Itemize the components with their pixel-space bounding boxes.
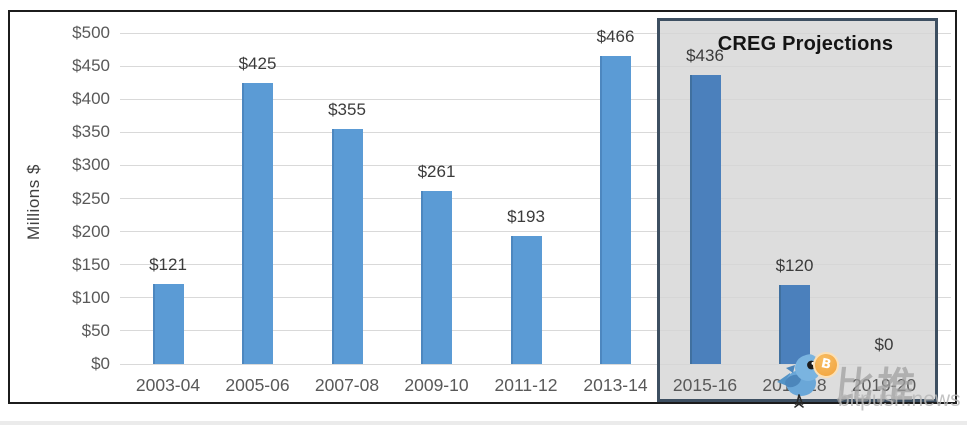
x-tick-label: 2013-14 xyxy=(583,375,648,395)
bar-value-label: $436 xyxy=(686,46,724,66)
bar-2017-18 xyxy=(779,284,810,364)
y-tick-label: $150 xyxy=(72,254,110,274)
y-tick-label: $0 xyxy=(91,354,110,373)
gridline xyxy=(120,131,951,133)
gridline xyxy=(120,65,951,67)
y-tick-label: $500 xyxy=(72,23,110,42)
bars-layer: $121 $425 $355 $261 $193 $466 $436 $120 $0 xyxy=(120,27,951,364)
gridline xyxy=(120,231,951,233)
x-tick-label: 2003-04 xyxy=(135,375,201,395)
bar-value-label: $425 xyxy=(238,53,277,73)
bar-value-label: $120 xyxy=(775,255,814,275)
bar-2011-12 xyxy=(510,236,542,364)
x-tick-label: 2017-18 xyxy=(762,375,827,395)
gridline xyxy=(120,198,951,199)
y-tick-label: $350 xyxy=(72,122,110,142)
bar-value-label: $121 xyxy=(149,254,187,274)
x-tick-label: 2019-20 xyxy=(851,375,917,395)
gridline xyxy=(120,32,951,34)
bar-2013-14 xyxy=(600,55,631,364)
bar-2003-04 xyxy=(152,283,184,364)
bar-value-label: $193 xyxy=(507,207,545,227)
gridline xyxy=(120,98,951,100)
bottom-edge-strip xyxy=(0,421,967,425)
x-tick-label: 2015-16 xyxy=(672,375,738,395)
x-axis-labels: 2003-04 2005-06 2007-08 2009-10 2011-12 2013-… xyxy=(120,374,951,398)
bar-value-label: $261 xyxy=(417,162,456,182)
bar-value-label: $355 xyxy=(328,99,366,119)
bar-value-label: $0 xyxy=(874,335,894,354)
x-tick-label: 2005-06 xyxy=(225,375,290,395)
x-tick-label: 2011-12 xyxy=(494,375,558,395)
gridline xyxy=(120,363,951,365)
y-tick-label: $250 xyxy=(72,188,110,208)
y-tick-label: $450 xyxy=(72,56,110,76)
x-tick-label: 2007-08 xyxy=(314,375,380,395)
y-tick-label: $400 xyxy=(72,89,110,109)
bar-2005-06 xyxy=(242,82,273,364)
creg-projections-title: CREG Projections xyxy=(717,33,894,55)
bar-value-label: $466 xyxy=(596,26,635,46)
bar-2015-16 xyxy=(689,75,721,364)
bar-2009-10 xyxy=(421,191,452,364)
x-tick-label: 2009-10 xyxy=(404,375,469,395)
bar-2007-08 xyxy=(331,128,363,364)
y-tick-label: $100 xyxy=(72,287,110,307)
y-tick-label: $200 xyxy=(72,221,110,241)
gridline xyxy=(120,164,951,166)
y-tick-label: $300 xyxy=(72,155,110,175)
y-tick-label: $50 xyxy=(81,320,110,340)
